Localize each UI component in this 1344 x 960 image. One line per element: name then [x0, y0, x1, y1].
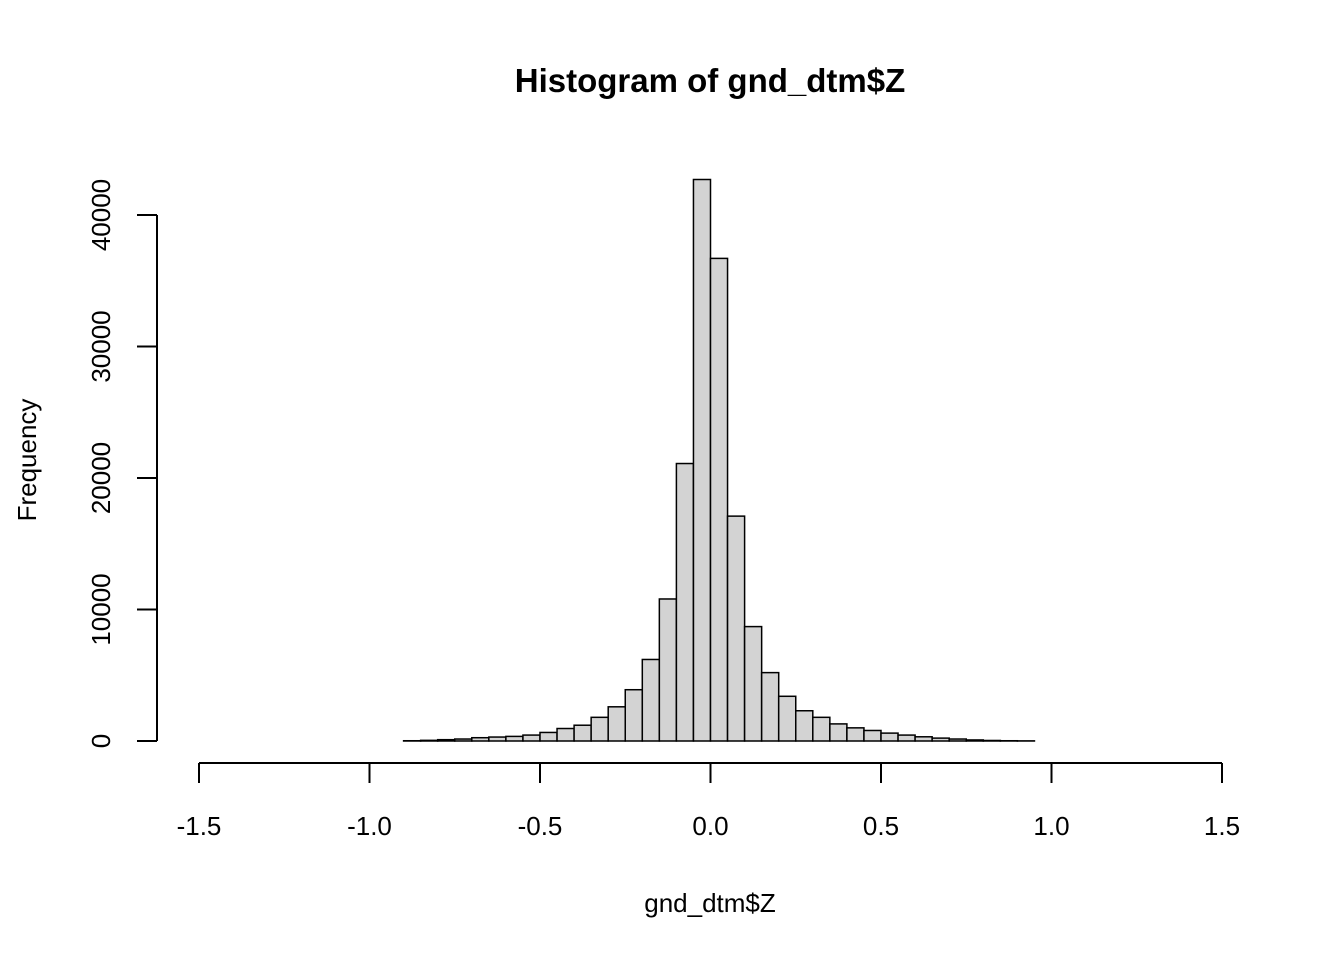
- histogram-bar: [846, 727, 865, 742]
- histogram-bar: [419, 739, 439, 742]
- histogram-bar: [590, 716, 609, 742]
- histogram-bar: [436, 738, 456, 742]
- histogram-bar: [726, 515, 746, 742]
- histogram-bar: [812, 716, 831, 742]
- y-axis-label: Frequency: [12, 399, 42, 522]
- histogram-bar: [454, 738, 473, 742]
- x-tick-label: 1.5: [1204, 811, 1240, 841]
- x-axis-label: gnd_dtm$Z: [644, 888, 776, 918]
- histogram-bar: [863, 729, 882, 742]
- histogram-bar: [777, 695, 797, 742]
- histogram-bar: [522, 734, 541, 742]
- histogram-bar: [709, 257, 729, 742]
- y-tick-label: 40000: [86, 179, 116, 251]
- histogram-bar: [914, 736, 933, 742]
- histogram-bar: [641, 658, 661, 742]
- histogram-bar: [880, 732, 899, 742]
- histogram-bar: [539, 731, 558, 742]
- histogram-bar: [982, 739, 1002, 742]
- y-tick-label: 0: [86, 734, 116, 748]
- x-axis: -1.5 -1.0 -0.5 0.0 0.5 1.0 1.5: [177, 762, 1240, 841]
- histogram-bar: [692, 178, 712, 742]
- histogram-bar: [556, 727, 575, 742]
- chart-title: Histogram of gnd_dtm$Z: [515, 62, 906, 99]
- y-tick-label: 10000: [86, 573, 116, 645]
- histogram-bar: [488, 736, 507, 742]
- x-tick-label: 1.0: [1033, 811, 1069, 841]
- histogram-bar: [897, 734, 916, 742]
- x-tick-label: -1.5: [177, 811, 222, 841]
- histogram-bar: [760, 671, 780, 742]
- histogram-bar: [505, 735, 524, 742]
- x-tick-label: 0.0: [692, 811, 728, 841]
- bars-group: [402, 178, 1036, 742]
- histogram-bar: [573, 724, 592, 742]
- y-tick-label: 20000: [86, 442, 116, 514]
- histogram-bar: [743, 625, 763, 742]
- histogram-bar: [624, 688, 644, 742]
- histogram-bar: [965, 739, 985, 742]
- y-tick-label: 30000: [86, 310, 116, 382]
- histogram-bar: [948, 738, 968, 742]
- x-tick-label: 0.5: [863, 811, 899, 841]
- histogram-bar: [675, 462, 695, 742]
- histogram-bar: [607, 706, 627, 742]
- histogram-bar: [471, 736, 490, 742]
- histogram-bar: [829, 723, 848, 742]
- histogram-bar: [795, 710, 814, 742]
- y-axis: 0 10000 20000 30000 40000: [86, 179, 158, 748]
- x-tick-label: -0.5: [518, 811, 563, 841]
- x-tick-label: -1.0: [347, 811, 392, 841]
- histogram-bar: [931, 737, 950, 742]
- histogram-bar: [658, 598, 678, 742]
